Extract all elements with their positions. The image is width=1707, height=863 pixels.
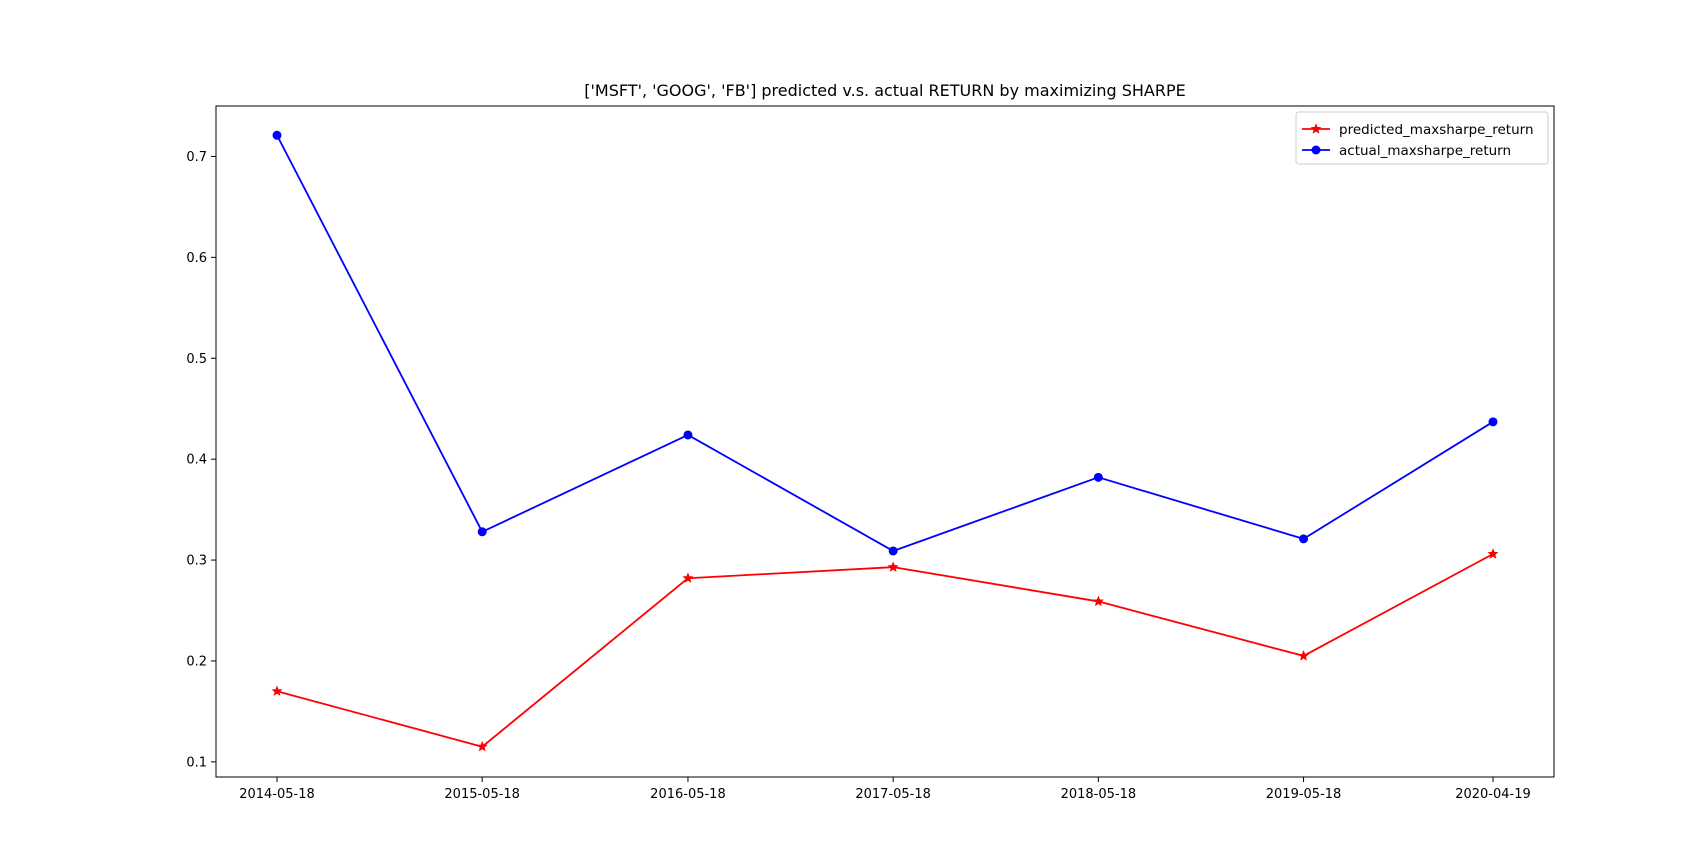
data-point-predicted_maxsharpe_return — [887, 561, 899, 572]
data-point-actual_maxsharpe_return — [1093, 472, 1103, 482]
y-tick-label: 0.7 — [186, 150, 207, 165]
data-point-predicted_maxsharpe_return — [1298, 650, 1310, 661]
data-point-predicted_maxsharpe_return — [271, 685, 283, 696]
legend-label: predicted_maxsharpe_return — [1339, 122, 1534, 138]
data-point-predicted_maxsharpe_return — [682, 572, 694, 583]
data-point-actual_maxsharpe_return — [1488, 417, 1498, 427]
x-tick-label: 2017-05-18 — [855, 787, 931, 802]
y-tick-label: 0.4 — [186, 453, 207, 468]
legend: predicted_maxsharpe_return actual_maxshar… — [1295, 111, 1549, 165]
data-point-actual_maxsharpe_return — [272, 130, 282, 140]
data-point-predicted_maxsharpe_return — [1487, 548, 1499, 559]
data-point-predicted_maxsharpe_return — [476, 740, 488, 752]
chart-title: ['MSFT', 'GOOG', 'FB'] predicted v.s. ac… — [584, 81, 1185, 100]
data-point-actual_maxsharpe_return — [1299, 534, 1309, 544]
legend-entry: actual_maxsharpe_return — [1302, 143, 1511, 159]
legend-marker — [1310, 123, 1322, 134]
series-line-actual_maxsharpe_return — [276, 134, 1494, 552]
legend-marker — [1311, 145, 1321, 155]
data-point-actual_maxsharpe_return — [477, 527, 487, 537]
data-point-actual_maxsharpe_return — [683, 430, 693, 440]
series-line-predicted_maxsharpe_return — [276, 553, 1494, 748]
y-tick-label: 0.6 — [186, 251, 207, 266]
legend-entry: predicted_maxsharpe_return — [1302, 122, 1534, 138]
x-tick-label: 2019-05-18 — [1266, 787, 1342, 802]
x-tick-label: 2014-05-18 — [239, 787, 315, 802]
x-tick-label: 2018-05-18 — [1061, 787, 1137, 802]
series-actual_maxsharpe_return — [272, 130, 1498, 556]
data-point-predicted_maxsharpe_return — [1092, 595, 1104, 607]
y-tick-label: 0.3 — [186, 554, 207, 569]
axes: 0.1 0.2 0.3 0.4 0.5 0.6 0.7 2014-05-18 2015-05-1… — [186, 150, 1530, 802]
y-tick-label: 0.1 — [186, 755, 207, 770]
series-layer — [271, 130, 1499, 752]
legend-label: actual_maxsharpe_return — [1339, 143, 1511, 159]
x-tick-label: 2020-04-19 — [1455, 787, 1531, 802]
plot-area-frame — [215, 105, 1555, 778]
y-tick-label: 0.5 — [186, 352, 207, 367]
x-tick-label: 2015-05-18 — [444, 787, 520, 802]
x-tick-label: 2016-05-18 — [650, 787, 726, 802]
y-tick-label: 0.2 — [186, 654, 207, 669]
data-point-actual_maxsharpe_return — [888, 546, 898, 556]
series-predicted_maxsharpe_return — [271, 548, 1499, 752]
legend-box — [1295, 111, 1549, 165]
